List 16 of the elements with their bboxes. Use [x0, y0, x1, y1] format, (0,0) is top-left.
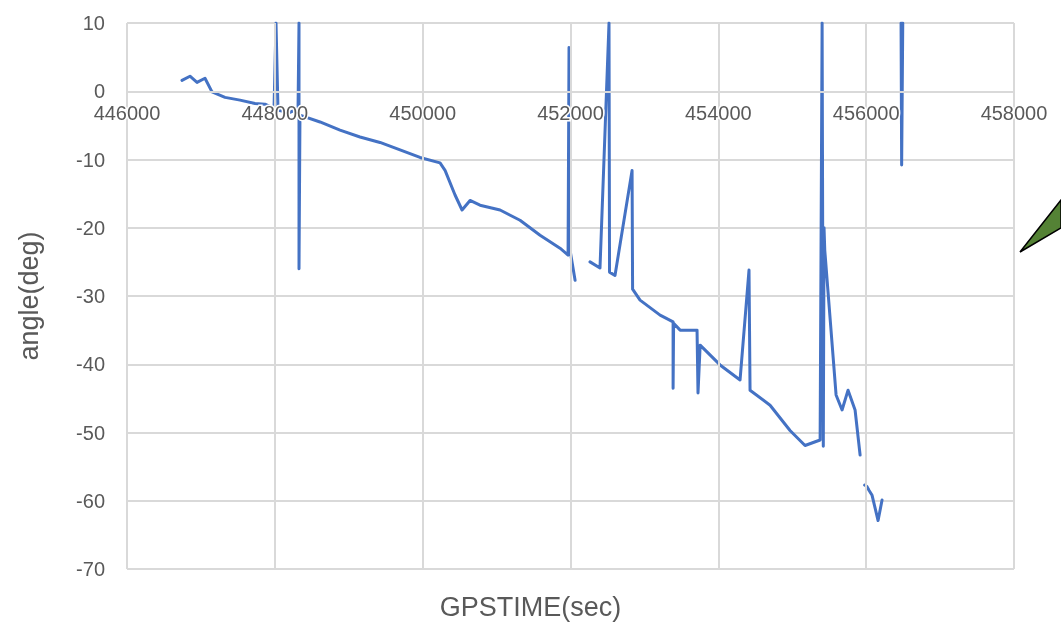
y-tick-label: -20	[76, 216, 105, 239]
y-tick-label: -50	[76, 421, 105, 444]
y-tick-label: -60	[76, 489, 105, 512]
y-axis-title: angle(deg)	[13, 231, 44, 361]
y-tick-label: 10	[82, 12, 105, 34]
y-tick-label: 0	[93, 80, 105, 103]
x-tick-label: 450000	[389, 102, 457, 125]
x-tick-label: 458000	[980, 102, 1048, 125]
y-tick-label: -10	[76, 148, 105, 171]
x-axis-title: GPSTIME(sec)	[439, 591, 622, 622]
y-tick-label: -70	[76, 558, 105, 580]
x-tick-label: 446000	[93, 102, 161, 125]
x-tick-label: 456000	[832, 102, 900, 125]
y-tick-label: -30	[76, 285, 105, 307]
y-tick-label: -40	[76, 353, 105, 376]
x-tick-label: 454000	[684, 102, 752, 125]
